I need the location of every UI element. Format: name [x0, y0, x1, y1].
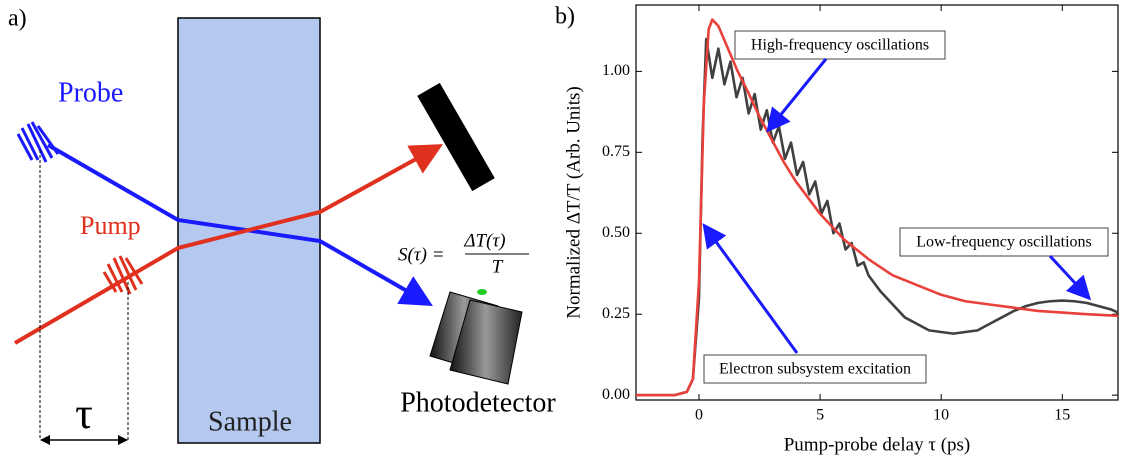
annotation: Electron subsystem excitation — [719, 361, 911, 378]
annotation-box — [734, 30, 946, 60]
panel-label: a) — [8, 6, 27, 32]
pump-beam — [13, 144, 444, 345]
y-axis-label: Normalized ΔT/T (Arb. Units) — [563, 86, 584, 318]
sample-label: Sample — [208, 406, 292, 437]
data-line — [636, 37, 1119, 397]
probe-pulse — [16, 121, 60, 163]
x-tick-label: 15 — [1054, 407, 1070, 424]
annotation: High-frequency oscillations — [751, 37, 929, 54]
photodetector — [429, 289, 523, 385]
mirror — [417, 82, 495, 192]
pump-label: Pump — [80, 211, 141, 240]
annotation-arrow — [766, 58, 828, 133]
formula-denominator: T — [492, 256, 504, 277]
annotation-box — [703, 354, 927, 384]
x-tick-label: 0 — [695, 407, 703, 424]
pump-pulse — [102, 255, 144, 295]
x-tick-label: 5 — [816, 407, 824, 424]
y-tick-label: 0.75 — [602, 143, 630, 160]
annotation-arrow — [702, 223, 799, 354]
x-tick-label: 10 — [933, 407, 949, 424]
y-tick-label: 0.00 — [602, 386, 630, 403]
formula-lhs: S(τ) = — [398, 244, 445, 265]
delay-label: τ — [75, 389, 93, 438]
formula-numerator: ΔT(τ) — [463, 230, 505, 251]
y-tick-label: 0.25 — [602, 305, 630, 322]
plot-frame — [635, 4, 1119, 401]
probe-label: Probe — [58, 77, 123, 108]
data-line — [636, 18, 1119, 397]
detector-label: Photodetector — [400, 387, 556, 418]
diagram: a) Sample Probe Pump τ Photodetector S(τ… — [8, 6, 556, 445]
annotation-arrow — [1048, 254, 1092, 301]
y-tick-label: 1.00 — [602, 62, 630, 79]
panel-label: b) — [555, 4, 575, 30]
x-axis-label: Pump-probe delay τ (ps) — [784, 434, 971, 455]
annotation: Low-frequency oscillations — [916, 234, 1092, 251]
annotation-box — [899, 227, 1109, 257]
y-tick-label: 0.50 — [602, 224, 630, 241]
